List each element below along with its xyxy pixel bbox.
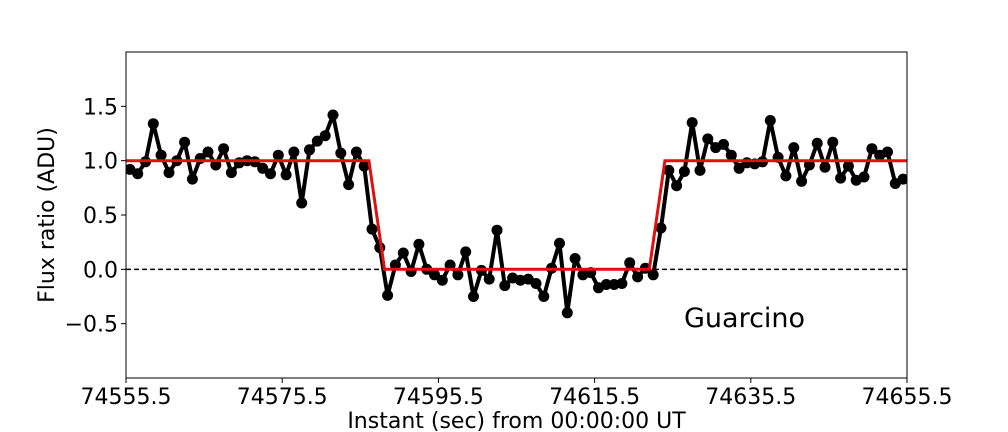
observed-point (842, 160, 854, 172)
observed-point (780, 170, 792, 182)
observed-point (858, 171, 870, 183)
observed-point (366, 223, 378, 235)
observed-point (632, 271, 644, 283)
observed-point (225, 167, 237, 179)
observed-point (311, 135, 323, 147)
observed-point (803, 159, 815, 171)
x-tick-label: 74635.5 (705, 385, 796, 410)
x-axis: 74555.5 74575.5 74595.5 74615.5 74635.5 74655… (81, 378, 953, 410)
observed-point (491, 224, 503, 236)
observed-point (382, 289, 394, 301)
observed-point (624, 257, 636, 269)
y-tick-label: 0.5 (83, 204, 118, 229)
observed-point (405, 266, 417, 277)
observed-point (272, 149, 284, 161)
observed-point (530, 278, 542, 289)
x-tick-label: 74555.5 (81, 385, 172, 410)
observed-point (147, 118, 159, 130)
observed-point (389, 259, 401, 271)
observed-point (304, 144, 315, 156)
x-tick-label: 74595.5 (393, 385, 484, 410)
observed-point (343, 179, 355, 191)
observed-point (460, 246, 472, 258)
station-annotation: Guarcino (684, 303, 805, 334)
observed-point (827, 136, 839, 148)
observed-point (686, 117, 698, 129)
observed-point (600, 279, 612, 290)
observed-point (678, 166, 690, 177)
observed-point (796, 175, 808, 187)
observed-point (444, 259, 456, 271)
x-tick-label: 74575.5 (237, 385, 328, 410)
observed-point (327, 109, 339, 121)
observed-point (265, 168, 276, 180)
x-tick-label: 74655.5 (862, 385, 953, 410)
y-tick-label: −0.5 (65, 313, 118, 338)
observed-point (335, 147, 347, 159)
observed-point (429, 269, 440, 281)
observed-point (132, 168, 144, 180)
model-fit-line (126, 159, 907, 271)
y-axis-label: Flux ratio (ADU) (35, 127, 60, 303)
y-tick-label: 0.0 (83, 258, 118, 283)
observed-point (452, 269, 464, 281)
observed-point (483, 273, 495, 285)
observed-point (733, 162, 745, 174)
observed-point (257, 162, 269, 174)
observed-point (319, 130, 331, 142)
observed-point (554, 237, 565, 249)
observed-point (296, 197, 308, 209)
observed-point (671, 180, 683, 192)
y-tick-label: 1.0 (83, 150, 118, 175)
observed-point (764, 115, 776, 126)
observed-point (202, 146, 214, 158)
observed-point (350, 146, 362, 158)
observed-point (788, 142, 800, 154)
observed-point (468, 291, 479, 302)
observed-point (702, 133, 714, 145)
observed-point (155, 149, 167, 161)
observed-point (499, 280, 511, 292)
observed-point (163, 167, 175, 179)
observed-point (725, 149, 737, 161)
observed-point (288, 146, 300, 158)
observed-point (882, 146, 893, 158)
observed-point (866, 143, 878, 155)
y-axis: −0.5 0.0 0.5 1.0 1.5 (65, 95, 126, 338)
observed-point (694, 164, 706, 176)
observed-point (538, 291, 550, 302)
observed-point (218, 143, 230, 155)
observed-point (655, 222, 667, 234)
y-tick-label: 1.5 (83, 95, 118, 120)
observed-point (811, 137, 823, 149)
observed-point (561, 307, 573, 319)
observed-point (718, 138, 729, 150)
observed-point (897, 173, 907, 185)
x-axis-label: Instant (sec) from 00:00:00 UT (347, 409, 686, 432)
observed-point (179, 136, 191, 148)
observed-point (616, 278, 628, 289)
observed-point (663, 164, 675, 176)
observed-point (186, 173, 198, 185)
observed-point (358, 160, 370, 172)
observed-point (210, 159, 222, 171)
observed-point (819, 161, 831, 173)
observed-point (413, 238, 425, 250)
observed-point (436, 274, 448, 286)
observed-point (397, 247, 409, 259)
x-tick-label: 74615.5 (549, 385, 640, 410)
observed-point (835, 172, 847, 184)
observed-point (569, 253, 581, 264)
observed-point (647, 269, 659, 281)
observed-point (280, 169, 292, 181)
